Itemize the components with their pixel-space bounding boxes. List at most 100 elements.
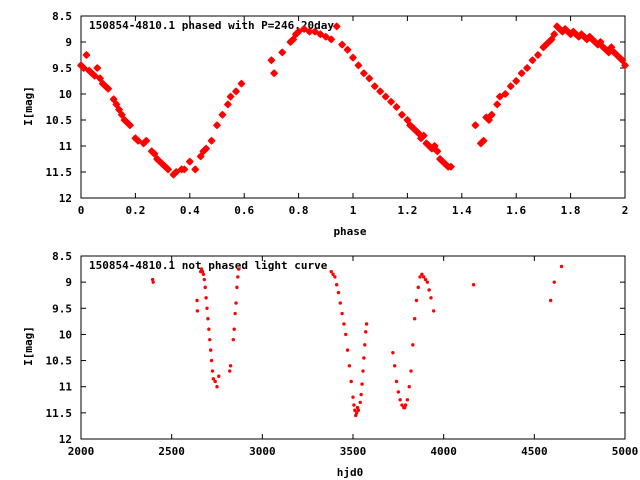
data-point xyxy=(142,136,151,145)
data-point xyxy=(218,110,227,119)
data-point xyxy=(409,369,413,373)
phased-chart-xlabel: phase xyxy=(333,225,366,238)
data-point xyxy=(517,69,526,78)
data-point xyxy=(201,272,206,276)
phased-chart-title: 150854-4810.1 phased with P=246.20day xyxy=(89,19,334,32)
data-point xyxy=(125,121,134,130)
phased-y-tick-label: 10 xyxy=(59,88,72,101)
data-point xyxy=(418,275,422,279)
phased-y-tick-label: 12 xyxy=(59,192,72,205)
data-point xyxy=(235,285,239,290)
data-point xyxy=(79,63,88,73)
data-point xyxy=(533,50,542,60)
light-curve-x-tick-label: 5000 xyxy=(612,445,639,458)
phased-y-tick-label: 9 xyxy=(65,36,72,49)
data-point xyxy=(446,162,455,171)
light-curve-x-tick-label: 4500 xyxy=(521,445,548,458)
data-point xyxy=(396,390,401,394)
phased-x-tick-label: 0.4 xyxy=(180,204,200,217)
data-point xyxy=(191,165,200,174)
data-point xyxy=(204,296,208,300)
light-curve-chart-title: 150854-4810.1 not phased light curve xyxy=(89,259,328,272)
data-point xyxy=(550,30,559,39)
light-curve-x-tick-label: 3500 xyxy=(340,445,367,458)
data-point xyxy=(552,280,556,284)
data-point xyxy=(199,267,204,271)
data-point xyxy=(310,27,319,36)
phased-y-tick-label: 9.5 xyxy=(52,62,72,75)
light-curve-y-tick-label: 10.5 xyxy=(46,355,73,368)
data-point xyxy=(370,82,379,91)
light-curve-chart-ylabel: I[mag] xyxy=(22,326,35,366)
data-point xyxy=(391,351,395,355)
data-point xyxy=(185,157,194,166)
phased-x-tick-label: 1.4 xyxy=(452,204,472,217)
data-point xyxy=(90,71,99,80)
data-point xyxy=(164,165,173,174)
data-point xyxy=(501,89,510,99)
data-point xyxy=(430,141,439,151)
data-point xyxy=(403,403,408,407)
data-point xyxy=(365,74,374,83)
data-point xyxy=(359,392,363,397)
data-point xyxy=(270,69,279,78)
phased-chart-ylabel: I[mag] xyxy=(22,86,35,126)
data-point xyxy=(334,283,339,287)
data-point xyxy=(321,32,330,41)
data-point xyxy=(358,400,362,405)
data-point xyxy=(331,272,335,276)
data-point xyxy=(387,97,396,106)
data-point xyxy=(237,79,246,88)
data-point xyxy=(212,121,222,130)
data-point xyxy=(316,30,325,39)
data-point xyxy=(362,356,366,360)
data-point xyxy=(427,288,431,292)
phased-x-tick-label: 1.2 xyxy=(397,204,417,217)
phased-x-tick-label: 1 xyxy=(350,204,357,217)
data-point xyxy=(392,102,401,112)
data-point xyxy=(151,280,155,284)
light-curve-chart-xlabel: hjd0 xyxy=(337,466,364,479)
data-point xyxy=(234,301,238,305)
data-point xyxy=(347,364,352,368)
data-point xyxy=(414,298,419,303)
data-point xyxy=(278,48,287,57)
data-point xyxy=(431,309,436,313)
data-point xyxy=(348,53,358,62)
data-point xyxy=(411,343,415,347)
data-point xyxy=(412,317,417,321)
data-point xyxy=(232,87,241,96)
data-point xyxy=(207,136,216,145)
data-point xyxy=(493,100,502,109)
data-point xyxy=(381,92,390,101)
data-point xyxy=(356,408,361,412)
phased-y-tick-label: 11.5 xyxy=(46,166,73,179)
data-point xyxy=(217,374,221,378)
light-curve-plot-frame xyxy=(80,255,626,440)
light-curve-y-tick-label: 10 xyxy=(59,328,72,341)
phased-x-tick-label: 0.2 xyxy=(125,204,145,217)
data-point xyxy=(215,385,219,389)
data-point xyxy=(394,379,399,384)
data-point xyxy=(420,272,424,276)
data-point xyxy=(393,364,397,368)
data-point xyxy=(115,105,124,114)
data-point xyxy=(207,327,211,331)
data-point xyxy=(82,50,91,60)
data-point xyxy=(109,95,118,104)
data-point xyxy=(202,144,211,153)
data-point xyxy=(425,280,430,284)
data-point xyxy=(471,283,476,287)
data-point xyxy=(345,348,350,352)
light-curve-y-tick-label: 8.5 xyxy=(52,250,72,263)
light-curve-x-tick-label: 3000 xyxy=(249,445,276,458)
data-point xyxy=(211,377,216,381)
light-curve-x-tick-label: 4000 xyxy=(430,445,457,458)
phased-x-tick-label: 0.6 xyxy=(234,204,254,217)
data-point xyxy=(150,149,159,158)
data-point xyxy=(351,395,355,399)
data-point xyxy=(232,327,236,331)
data-point xyxy=(400,403,404,407)
data-point xyxy=(548,298,553,303)
data-point xyxy=(398,398,402,402)
